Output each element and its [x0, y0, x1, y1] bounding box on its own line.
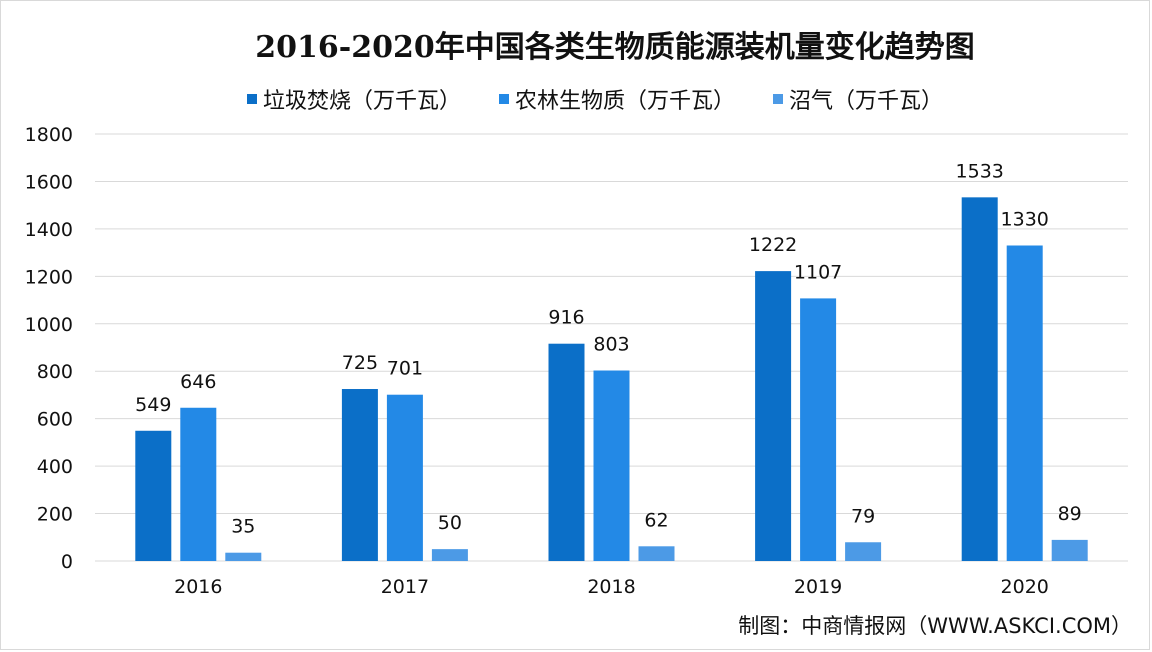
legend-label-biogas: 沼气（万千瓦） — [789, 89, 944, 114]
legend-label-agri-forestry-biomass: 农林生物质（万千瓦） — [515, 89, 736, 114]
x-tick-label: 2020 — [1001, 576, 1049, 598]
x-tick-label: 2016 — [174, 576, 222, 598]
data-label: 916 — [548, 307, 584, 329]
bar — [1006, 245, 1043, 561]
y-tick-label: 1800 — [25, 124, 73, 146]
y-tick-label: 1400 — [25, 219, 73, 241]
legend-swatch-waste-incineration — [247, 94, 257, 104]
y-tick-label: 1600 — [25, 171, 73, 193]
bar — [638, 546, 675, 561]
bar — [341, 389, 378, 561]
y-tick-label: 600 — [37, 409, 73, 431]
y-tick-label: 0 — [61, 551, 73, 573]
data-label: 1533 — [956, 160, 1004, 182]
x-tick-label: 2017 — [381, 576, 429, 598]
data-label: 50 — [438, 512, 462, 534]
legend-item-biogas: 沼气（万千瓦） — [773, 83, 943, 115]
data-label: 1222 — [749, 234, 797, 256]
legend-item-agri-forestry-biomass: 农林生物质（万千瓦） — [499, 83, 735, 115]
bar — [1051, 539, 1088, 561]
data-label: 1330 — [1001, 208, 1049, 230]
y-tick-label: 1000 — [25, 314, 73, 336]
bar — [845, 542, 882, 561]
data-label: 89 — [1058, 503, 1082, 525]
bar — [431, 549, 468, 561]
legend-swatch-agri-forestry-biomass — [499, 94, 510, 104]
data-label: 803 — [593, 334, 629, 356]
data-label: 549 — [135, 394, 171, 416]
chart-title: 2016-2020年中国各类生物质能源装机量变化趋势图 — [255, 30, 975, 65]
data-label: 35 — [231, 516, 255, 538]
legend-item-waste-incineration: 垃圾焚烧（万千瓦） — [247, 83, 461, 115]
source-note: 制图：中商情报网（WWW.ASKCI.COM） — [738, 614, 1132, 638]
bar — [800, 298, 837, 561]
bar — [180, 407, 217, 561]
data-label: 62 — [644, 509, 668, 531]
x-tick-label: 2018 — [587, 576, 635, 598]
data-label: 725 — [342, 352, 378, 374]
legend-label-waste-incineration: 垃圾焚烧（万千瓦） — [263, 89, 462, 114]
x-tick-label: 2019 — [794, 576, 842, 598]
bar — [225, 552, 262, 561]
bar — [386, 394, 423, 561]
legend-swatch-biogas — [773, 94, 784, 104]
data-label: 646 — [180, 371, 216, 393]
y-tick-label: 1200 — [25, 266, 73, 288]
legend: 垃圾焚烧（万千瓦） 农林生物质（万千瓦） 沼气（万千瓦） — [247, 83, 943, 115]
bar — [961, 197, 998, 562]
data-label: 1107 — [794, 261, 842, 283]
bar — [755, 271, 792, 561]
data-label: 79 — [851, 505, 875, 527]
y-tick-label: 800 — [37, 361, 73, 383]
y-tick-label: 400 — [37, 456, 73, 478]
bar — [548, 343, 585, 561]
data-label: 701 — [387, 358, 423, 380]
bar — [593, 370, 630, 561]
bar — [135, 430, 172, 561]
y-tick-label: 200 — [37, 504, 73, 526]
